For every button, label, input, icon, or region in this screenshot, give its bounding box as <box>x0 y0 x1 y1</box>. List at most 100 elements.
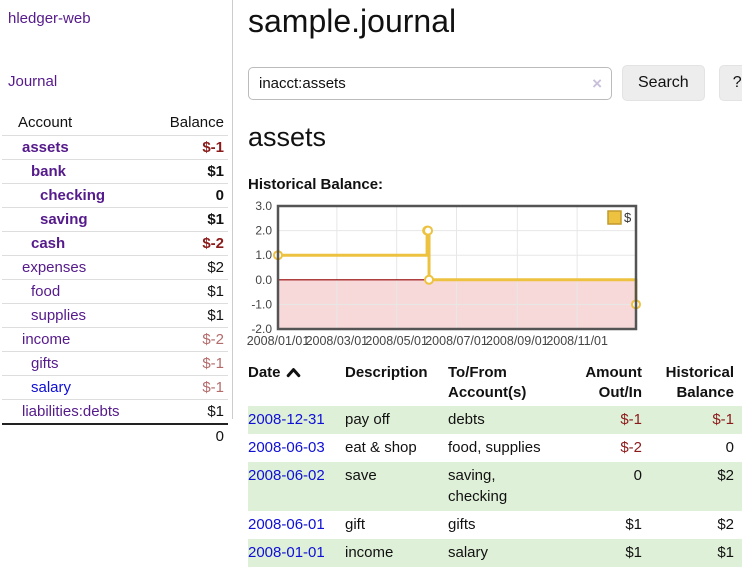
column-header-accounts: To/From Account(s) <box>448 364 527 401</box>
clear-search-icon[interactable]: × <box>592 73 602 93</box>
account-row: supplies $1 <box>2 303 228 328</box>
transaction-date-link[interactable]: 2008-06-02 <box>248 467 325 484</box>
svg-text:-1.0: -1.0 <box>251 297 272 311</box>
register-header-row: Date Description To/From Account(s) Amou… <box>248 361 742 406</box>
account-balance: $1 <box>153 279 228 304</box>
balance-column-header: Balance <box>169 114 224 131</box>
account-link[interactable]: expenses <box>22 259 87 276</box>
account-balance: $-2 <box>153 231 228 256</box>
transaction-amount: $1 <box>625 544 642 561</box>
sidebar: hledger-web Journal Account Balance asse… <box>0 0 232 448</box>
account-row: gifts $-1 <box>2 351 228 376</box>
transaction-amount: 0 <box>633 467 642 484</box>
transaction-balance: 0 <box>725 439 734 456</box>
brand-link[interactable]: hledger-web <box>8 10 91 27</box>
account-balance: $1 <box>153 399 228 424</box>
account-balance: $2 <box>153 255 228 280</box>
account-heading: assets <box>248 122 327 152</box>
transaction-description: pay off <box>345 411 390 428</box>
svg-text:2008/09/01: 2008/09/01 <box>486 334 549 348</box>
search-input[interactable] <box>248 66 612 100</box>
account-link[interactable]: bank <box>31 163 67 180</box>
account-total-value: 0 <box>2 423 228 448</box>
svg-text:2008/03/01: 2008/03/01 <box>306 334 369 348</box>
account-balance: $1 <box>153 159 228 184</box>
account-row: cash $-2 <box>2 231 228 256</box>
transaction-description: gift <box>345 516 366 533</box>
search-button[interactable]: Search <box>622 65 705 101</box>
transaction-balance: $-1 <box>712 411 734 428</box>
account-link[interactable]: assets <box>22 139 69 156</box>
account-row: assets $-1 <box>2 135 228 160</box>
register-row: 2008-06-03 eat & shop food, supplies $-2 0 <box>248 434 742 462</box>
svg-text:1.0: 1.0 <box>255 248 272 262</box>
register-body: 2008-12-31 pay off debts $-1 $-1 2008-06-03 ea… <box>248 406 742 567</box>
account-row: food $1 <box>2 279 228 304</box>
account-total-row: 0 <box>2 423 228 448</box>
account-row: checking 0 <box>2 183 228 208</box>
help-button[interactable]: ? <box>718 65 742 101</box>
svg-text:2008/05/01: 2008/05/01 <box>365 334 428 348</box>
transaction-amount: $1 <box>625 516 642 533</box>
transaction-date-link[interactable]: 2008-06-01 <box>248 516 325 533</box>
account-link[interactable]: cash <box>31 235 66 252</box>
account-link[interactable]: supplies <box>31 307 87 324</box>
transaction-amount: $-1 <box>620 411 642 428</box>
account-row: expenses $2 <box>2 255 228 280</box>
transaction-balance: $2 <box>717 516 734 533</box>
column-header-balance: Historical Balance <box>665 364 734 401</box>
transaction-date-link[interactable]: 2008-12-31 <box>248 411 325 428</box>
register-row: 2008-01-01 income salary $1 $1 <box>248 539 742 567</box>
historical-balance-chart: $3.0 2.0 1.0 0.0 -1.0 -2.0 2008/01/01 2008/03/0… <box>247 198 742 348</box>
sidebar-divider <box>232 0 233 419</box>
transaction-description: save <box>345 467 377 484</box>
account-link[interactable]: income <box>22 331 71 348</box>
account-balance: $1 <box>153 303 228 328</box>
transaction-date-link[interactable]: 2008-01-01 <box>248 544 325 561</box>
account-row: liabilities:debts $1 <box>2 399 228 424</box>
account-row: bank $1 <box>2 159 228 184</box>
search-form: × Search ? <box>248 65 742 101</box>
account-link[interactable]: food <box>31 283 61 300</box>
transaction-description: eat & shop <box>345 439 417 456</box>
account-tree-header: Account Balance <box>2 111 228 136</box>
svg-text:$: $ <box>624 210 632 225</box>
chart-svg: $3.0 2.0 1.0 0.0 -1.0 -2.02008/01/012008/03/0… <box>247 199 641 348</box>
transaction-date-link[interactable]: 2008-06-03 <box>248 439 325 456</box>
transaction-accounts: salary <box>448 544 489 561</box>
register-row: 2008-12-31 pay off debts $-1 $-1 <box>248 406 742 434</box>
search-box: × <box>248 66 612 100</box>
svg-text:0.0: 0.0 <box>255 273 272 287</box>
svg-text:-2.0: -2.0 <box>251 322 272 336</box>
transaction-amount: $-2 <box>620 439 642 456</box>
account-balance: $-1 <box>153 375 228 400</box>
account-column-header: Account <box>18 114 73 131</box>
nav-journal-link[interactable]: Journal <box>8 73 58 90</box>
account-link[interactable]: checking <box>40 187 106 204</box>
register-row: 2008-06-01 gift gifts $1 $2 <box>248 511 742 539</box>
svg-text:2.0: 2.0 <box>255 224 272 238</box>
transaction-accounts: saving, checking <box>448 467 508 505</box>
chart-title: Historical Balance: <box>248 176 384 193</box>
svg-text:2008/07/01: 2008/07/01 <box>425 334 488 348</box>
svg-text:2008/01/01: 2008/01/01 <box>247 334 310 348</box>
column-header-amount: Amount Out/In <box>585 364 642 401</box>
register-table: Date Description To/From Account(s) Amou… <box>248 361 742 567</box>
account-row: salary $-1 <box>2 375 228 400</box>
column-header-date[interactable]: Date <box>248 361 345 406</box>
account-link[interactable]: liabilities:debts <box>22 403 120 420</box>
account-link[interactable]: gifts <box>31 355 59 372</box>
account-row: saving $1 <box>2 207 228 232</box>
svg-text:3.0: 3.0 <box>255 199 272 213</box>
transaction-description: income <box>345 544 394 561</box>
account-row: income $-2 <box>2 327 228 352</box>
account-link[interactable]: salary <box>31 379 72 396</box>
account-balance: 0 <box>153 183 228 208</box>
sort-ascending-icon <box>286 364 301 384</box>
transaction-accounts: debts <box>448 411 485 428</box>
column-header-description: Description <box>345 364 428 381</box>
account-tree-body: assets $-1 bank $1 checking 0 saving $1 cash $-2 e… <box>2 135 228 424</box>
account-link[interactable]: saving <box>40 211 88 228</box>
page-title: sample.journal <box>248 3 457 39</box>
svg-text:2008/11/01: 2008/11/01 <box>546 334 608 348</box>
